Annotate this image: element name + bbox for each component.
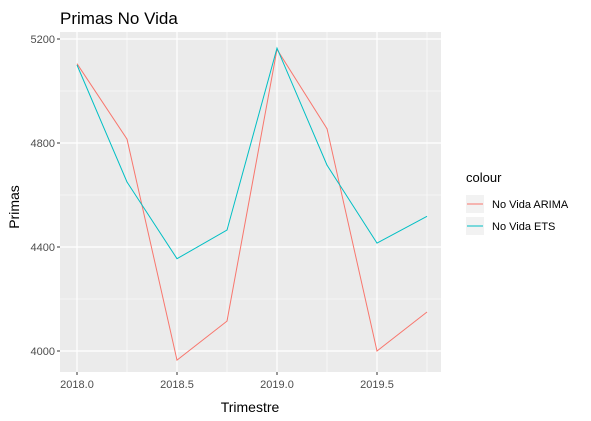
x-tick-label: 2019.0 bbox=[260, 379, 294, 391]
series-line-no-vida-arima bbox=[76, 48, 428, 361]
x-tick-label: 2019.5 bbox=[360, 379, 394, 391]
major-gridlines bbox=[60, 32, 441, 372]
series-lines bbox=[76, 46, 428, 361]
legend: colour No Vida ARIMA No Vida ETS bbox=[466, 170, 569, 235]
y-tick-label: 4400 bbox=[31, 242, 55, 254]
plot-panel bbox=[60, 32, 441, 372]
x-tick-label: 2018.0 bbox=[60, 379, 94, 391]
y-axis-title: Primas bbox=[6, 185, 22, 229]
series-line-no-vida-ets bbox=[76, 46, 428, 260]
legend-label-no-vida-arima: No Vida ARIMA bbox=[492, 199, 569, 211]
y-axis: 4000 4400 4800 5200 bbox=[31, 34, 60, 358]
chart-title: Primas No Vida bbox=[60, 9, 178, 28]
x-tick-label: 2018.5 bbox=[160, 379, 194, 391]
y-tick-label: 5200 bbox=[31, 34, 55, 46]
y-tick-label: 4000 bbox=[31, 346, 55, 358]
y-tick-label: 4800 bbox=[31, 138, 55, 150]
legend-title: colour bbox=[466, 170, 502, 185]
x-axis: 2018.0 2018.5 2019.0 2019.5 bbox=[60, 372, 394, 391]
x-axis-title: Trimestre bbox=[221, 399, 280, 415]
legend-label-no-vida-ets: No Vida ETS bbox=[492, 221, 555, 233]
